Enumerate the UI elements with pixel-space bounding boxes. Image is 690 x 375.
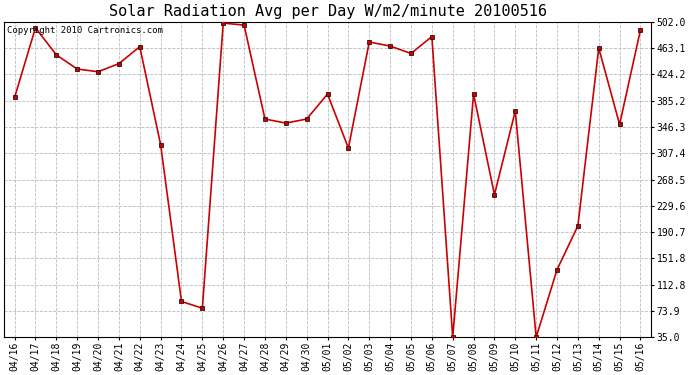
Text: Copyright 2010 Cartronics.com: Copyright 2010 Cartronics.com: [8, 27, 164, 36]
Title: Solar Radiation Avg per Day W/m2/minute 20100516: Solar Radiation Avg per Day W/m2/minute …: [108, 4, 546, 19]
